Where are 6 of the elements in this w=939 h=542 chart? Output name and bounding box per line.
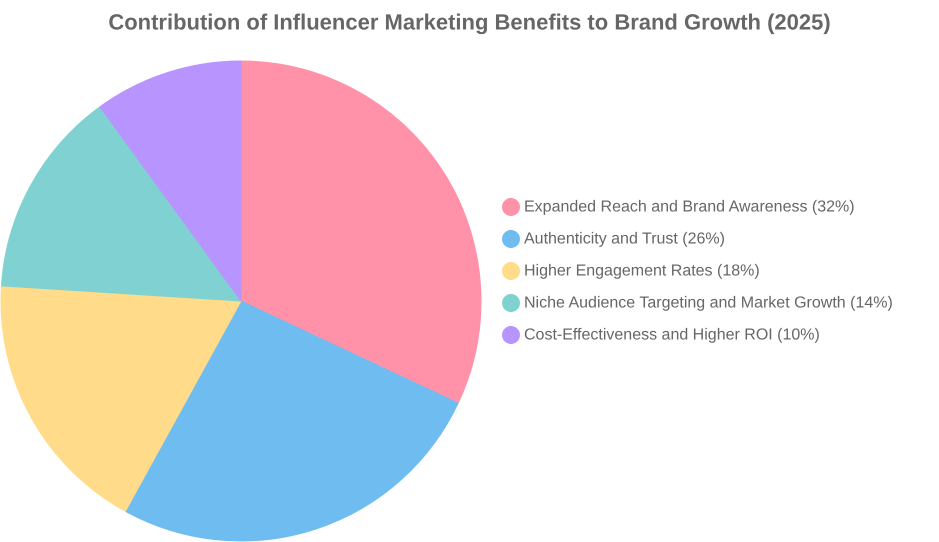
legend-label: Expanded Reach and Brand Awareness (32%): [524, 198, 855, 216]
legend-label: Authenticity and Trust (26%): [524, 230, 725, 248]
legend-label: Cost-Effectiveness and Higher ROI (10%): [524, 326, 820, 344]
legend-label: Niche Audience Targeting and Market Growth (14%): [524, 294, 893, 312]
chart-title: Contribution of Influencer Marketing Benefits to Brand Growth (2025): [108, 10, 831, 34]
legend-label: Higher Engagement Rates (18%): [524, 262, 760, 280]
